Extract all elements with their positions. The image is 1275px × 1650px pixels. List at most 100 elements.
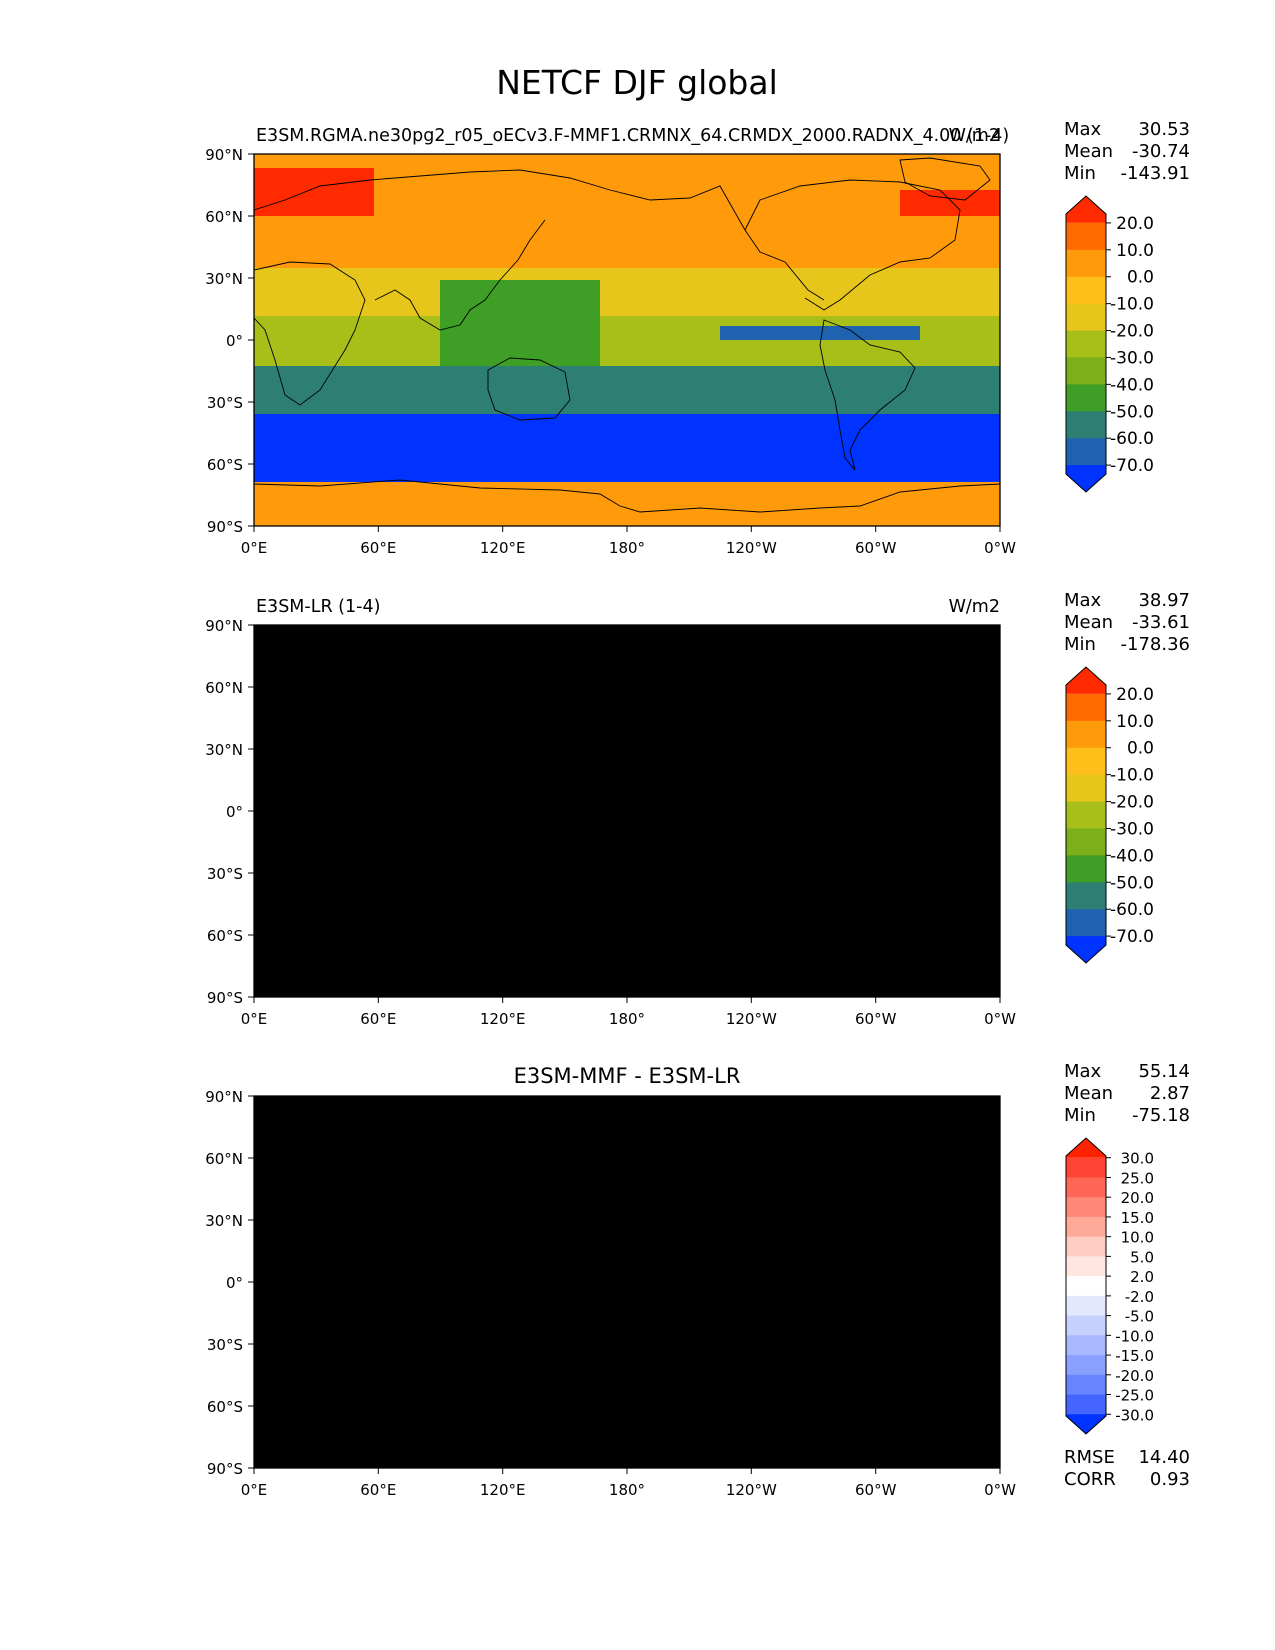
colorbar-tick-label: 10.0: [1116, 712, 1154, 732]
lon-tick-label: 120°E: [480, 1010, 526, 1028]
colorbar: 30.025.0 20.0 15.0 10.05.0 2.0 -2.0 -5.0-10.0 -…: [1065, 1137, 1154, 1435]
colorbar-segment: [1066, 882, 1106, 910]
coastline-antarctica: [254, 1421, 1000, 1455]
lat-tick-label: 90°S: [207, 518, 243, 536]
colorbar-tick-label: 30.0: [1121, 1150, 1154, 1168]
coastline-south-america: [819, 790, 916, 942]
colorbar-segment: [1066, 276, 1106, 305]
colorbar-segment: [1066, 1276, 1106, 1297]
coastline-antarctica: [254, 950, 1000, 984]
colorbar-tick-label: -25.0: [1115, 1387, 1154, 1405]
field-band-itcz: [720, 797, 920, 811]
coastline-australia: [487, 1299, 571, 1363]
stats-block: Max 38.97 Mean -33.61 Min -178.36: [1064, 590, 1190, 655]
field-band-subtrop: [254, 268, 1000, 316]
coastline-eurasia: [254, 1111, 825, 1243]
colorbar-segment: [1066, 1236, 1106, 1257]
colorbar-segment: [1066, 1197, 1106, 1218]
coastline-south-america: [819, 319, 916, 471]
lat-tick-label: 60°N: [205, 1150, 243, 1168]
colorbar-segment: [1066, 801, 1106, 829]
lat-tick-label: 90°S: [207, 1460, 243, 1478]
lon-tick-label: 60°W: [855, 1481, 897, 1499]
field-band-ocean-belt: [254, 1356, 1000, 1424]
lat-tick-label: 60°N: [205, 679, 243, 697]
colorbar-segment: [1066, 196, 1106, 223]
lat-tick-label: 90°S: [207, 989, 243, 1007]
lon-axis: 0°E 60°E 120°E 180° 120°W 60°W 0°W: [241, 526, 1016, 557]
colorbar-segment: [1066, 465, 1106, 492]
colorbar-tick-label: 0.0: [1127, 739, 1154, 759]
stats-block: Max 30.53 Mean -30.74 Min -143.91: [1064, 119, 1190, 184]
colorbar-outline: [1065, 195, 1107, 493]
colorbar-segment: [1066, 720, 1106, 749]
colorbar-segment: [1066, 249, 1106, 278]
panel-units: W/m2: [949, 126, 1000, 146]
colorbar-tick-label: -70.0: [1110, 456, 1154, 476]
field-band-polar: [254, 625, 1000, 687]
lon-tick-label: 60°E: [360, 1010, 396, 1028]
lon-tick-label: 180°: [609, 1481, 645, 1499]
stat-value: 55.14: [1138, 1061, 1190, 1082]
lon-tick-label: 0°W: [984, 1010, 1016, 1028]
stat-value: -143.91: [1121, 163, 1190, 184]
colorbar-tick-label: -15.0: [1115, 1347, 1154, 1365]
lon-tick-label: 0°E: [241, 539, 268, 557]
summary-stat-value: 14.40: [1138, 1447, 1190, 1468]
field-band-tropic: [254, 1258, 1000, 1280]
lon-tick-label: 120°W: [726, 1481, 777, 1499]
colorbar-segment: [1066, 936, 1106, 963]
stat-value: -30.74: [1132, 141, 1190, 162]
stat-value: -33.61: [1132, 612, 1190, 633]
lat-tick-label: 0°: [226, 332, 243, 350]
colorbar-tick-label: 20.0: [1116, 214, 1154, 234]
panel-title-left: E3SM.RGMA.ne30pg2_r05_oECv3.F-MMF1.CRMNX…: [256, 126, 1009, 146]
colorbar-segment: [1066, 1394, 1106, 1415]
field-band-arctic-warm: [254, 639, 374, 689]
lon-tick-label: 60°W: [855, 539, 897, 557]
coastline-antarctica: [254, 479, 1000, 513]
coastline-africa: [254, 732, 366, 877]
colorbar-segment: [1066, 774, 1106, 803]
colorbar-segment: [1066, 1256, 1106, 1277]
lon-tick-label: 0°E: [241, 1010, 268, 1028]
colorbar-tick-label: -40.0: [1110, 846, 1154, 866]
stat-label: Mean: [1064, 612, 1113, 633]
lat-tick-label: 60°S: [207, 456, 243, 474]
panel-ref: E3SM-LR (1-4) W/m2: [205, 590, 1190, 1028]
lat-tick-label: 60°S: [207, 927, 243, 945]
lat-tick-label: 30°S: [207, 394, 243, 412]
colorbar-tick-label: -30.0: [1115, 1406, 1154, 1424]
colorbar-tick-label: -60.0: [1110, 900, 1154, 920]
stat-label: Mean: [1064, 1083, 1113, 1104]
field-band-polar: [254, 154, 1000, 216]
stat-label: Max: [1064, 119, 1102, 140]
colorbar-tick-label: -20.0: [1115, 1367, 1154, 1385]
field-band-polar: [254, 1096, 1000, 1158]
lat-tick-label: 90°N: [205, 146, 243, 164]
colorbar-segment: [1066, 1414, 1106, 1434]
colorbar-tick-label: 2.0: [1130, 1268, 1154, 1286]
lat-tick-label: 30°S: [207, 865, 243, 883]
coastline-australia: [487, 828, 571, 892]
lat-tick-label: 30°N: [205, 270, 243, 288]
field-band-tropic: [254, 316, 1000, 366]
coastlines: [254, 157, 1000, 513]
colorbar-segment: [1066, 828, 1106, 856]
lat-tick-label: 30°S: [207, 1336, 243, 1354]
figure-title: NETCF DJF global: [496, 63, 778, 102]
colorbar-tick-label: 20.0: [1116, 685, 1154, 705]
colorbar-outline: [1065, 1137, 1107, 1435]
panel-diff: E3SM-MMF - E3SM-LR: [205, 1061, 1190, 1499]
coastline-eurasia: [254, 169, 825, 301]
stat-label: Max: [1064, 1061, 1102, 1082]
lat-tick-label: 90°N: [205, 1088, 243, 1106]
field-band-antarctic: [254, 1424, 1000, 1468]
lon-tick-label: 60°E: [360, 539, 396, 557]
coastlines: [254, 628, 1000, 984]
colorbar-outline: [1065, 666, 1107, 964]
coastline-greenland: [899, 628, 991, 672]
coastline-africa: [254, 1203, 366, 1348]
field-band-warmpool: [450, 1220, 520, 1270]
